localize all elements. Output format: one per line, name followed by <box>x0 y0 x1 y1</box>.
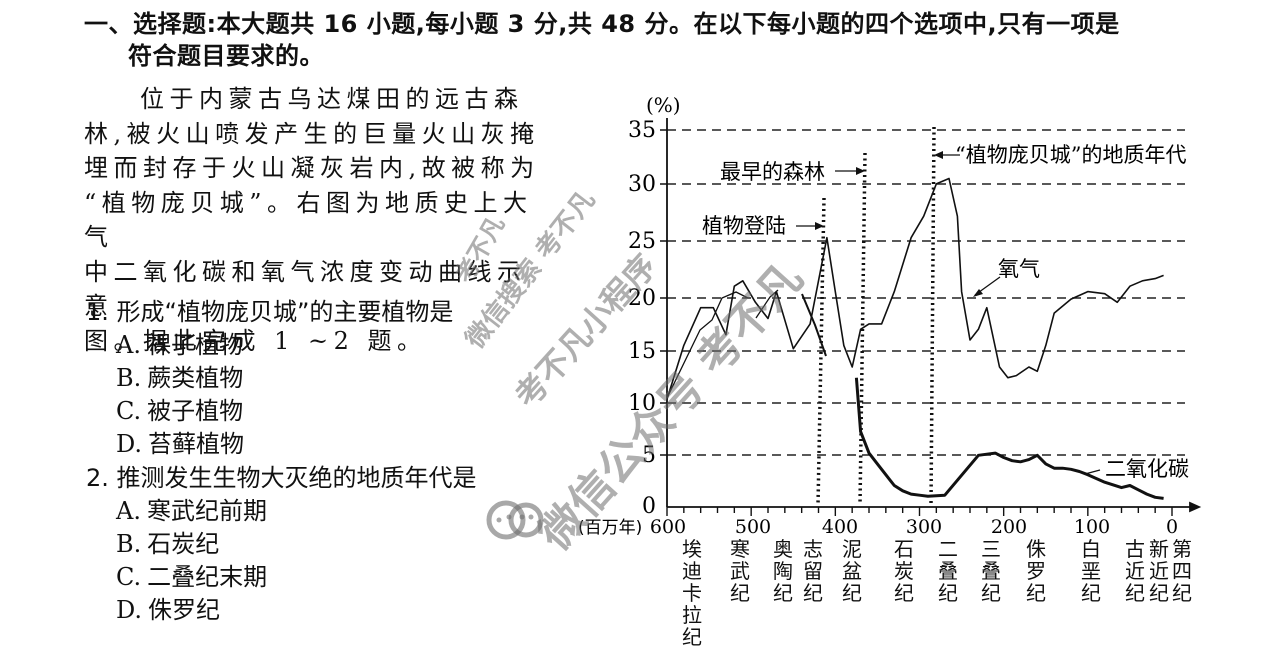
period-label: 新近纪 <box>1149 537 1169 605</box>
period-label: 埃迪卡拉纪 <box>682 537 702 649</box>
question-stem: 2. 推测发生生物大灭绝的地质年代是 <box>86 464 477 492</box>
period-label: 侏罗纪 <box>1026 537 1046 605</box>
passage-line: “植物庞贝城”。右图为地质史上大气 <box>84 188 533 252</box>
section-heading-line1: 一、选择题:本大题共 16 小题,每小题 3 分,共 48 分。在以下每小题的四… <box>84 10 1120 38</box>
section-heading-line2: 符合题目要求的。 <box>128 42 324 70</box>
period-jurassic: 侏罗纪 <box>1025 538 1047 604</box>
period-label: 志留纪 <box>803 537 823 605</box>
option-c[interactable]: C. 被子植物 <box>86 395 453 428</box>
x-tick-label: 300 <box>906 516 942 538</box>
period-label: 古近纪 <box>1125 537 1145 605</box>
oxygen-label: 氧气 <box>998 257 1040 281</box>
option-text: 蕨类植物 <box>147 364 244 392</box>
y-tick-label: 0 <box>642 494 656 519</box>
y-tick-label: 5 <box>642 443 656 468</box>
period-paleogene: 古近纪 <box>1124 538 1146 604</box>
period-quaternary: 第四纪 <box>1171 538 1193 604</box>
gridlines <box>667 129 1185 456</box>
y-tick-label: 15 <box>628 339 656 364</box>
reading-passage: 位于内蒙古乌达煤田的远古森 林,被火山喷发产生的巨量火山灰掩 埋而封存于火山凝灰… <box>84 82 554 358</box>
y-tick-label: 20 <box>628 286 656 311</box>
option-key: A. <box>116 497 141 525</box>
question-2: 2. 推测发生生物大灭绝的地质年代是 A. 寒武纪前期 B. 石炭纪 C. 二叠纪末期… <box>86 462 477 627</box>
period-label: 二叠纪 <box>938 537 958 605</box>
x-tick-labels: 600 500 400 300 200 100 0 <box>650 516 1178 538</box>
passage-line: 林,被火山喷发产生的巨量火山灰掩 <box>84 119 540 148</box>
option-text: 二叠纪末期 <box>147 563 268 591</box>
x-tick-label: 200 <box>991 516 1027 538</box>
period-carboniferous: 石炭纪 <box>893 538 915 604</box>
option-d[interactable]: D. 侏罗纪 <box>86 594 477 627</box>
x-unit-label: (百万年) <box>578 518 642 538</box>
period-ordovician: 奥陶纪 <box>772 538 794 604</box>
y-tick-labels: 0 5 10 15 20 25 30 35 <box>628 118 656 519</box>
event-line-first-forest <box>858 152 867 506</box>
passage-line: 图。据此完成 1 ~2 题。 <box>84 326 427 355</box>
option-text: 裸子植物 <box>146 331 243 359</box>
period-label: 白垩纪 <box>1081 537 1101 605</box>
option-key: B. <box>116 364 142 392</box>
option-key: D. <box>116 430 143 458</box>
x-ticks <box>666 507 1173 516</box>
oxygen-curve <box>666 177 1164 400</box>
x-tick-label: 0 <box>1166 516 1178 538</box>
option-b[interactable]: B. 蕨类植物 <box>86 362 453 395</box>
period-label: 泥盆纪 <box>842 537 862 605</box>
option-key: D. <box>116 596 143 624</box>
period-silurian: 志留纪 <box>802 538 824 604</box>
event-lines <box>816 126 936 506</box>
x-tick-label: 400 <box>822 516 858 538</box>
option-key: B. <box>116 530 142 558</box>
y-tick-label: 30 <box>628 172 656 197</box>
y-tick-label: 25 <box>628 229 656 254</box>
option-a[interactable]: A. 裸子植物 <box>86 329 453 362</box>
period-neogene: 新近纪 <box>1148 538 1170 604</box>
period-label: 寒武纪 <box>730 537 750 605</box>
period-permian: 二叠纪 <box>937 538 959 604</box>
period-triassic: 三叠纪 <box>980 538 1002 604</box>
y-tick-label: 10 <box>628 391 656 416</box>
question-1: 1. 形成“植物庞贝城”的主要植物是 A. 裸子植物 B. 蕨类植物 C. 被子植物 … <box>86 296 453 461</box>
period-devonian: 泥盆纪 <box>841 538 863 604</box>
wechat-logo-icon <box>486 500 544 540</box>
annotation-plant-landing: 植物登陆 <box>702 214 786 238</box>
option-key: A. <box>116 331 141 359</box>
option-text: 寒武纪前期 <box>146 497 267 525</box>
axes <box>666 118 1202 513</box>
option-text: 侏罗纪 <box>148 596 221 624</box>
question-stem: 1. 形成“植物庞贝城”的主要植物是 <box>86 298 454 326</box>
option-text: 石炭纪 <box>147 530 220 558</box>
annotations: 植物登陆 最早的森林 “植物庞贝城”的地质年代 氧气 二氧化碳 <box>702 143 1189 481</box>
option-d[interactable]: D. 苔藓植物 <box>86 428 453 461</box>
period-label: 石炭纪 <box>894 537 914 605</box>
passage-line: 位于内蒙古乌达煤田的远古森 <box>140 85 524 113</box>
co2-curve <box>854 377 1164 500</box>
option-a[interactable]: A. 寒武纪前期 <box>86 495 477 528</box>
option-c[interactable]: C. 二叠纪末期 <box>86 561 477 594</box>
passage-line: 中二氧化碳和氧气浓度变动曲线示意 <box>84 257 527 321</box>
watermark: 微信公众号 考不凡 <box>529 252 814 561</box>
x-tick-label: 600 <box>650 516 686 538</box>
option-text: 被子植物 <box>147 397 244 425</box>
option-b[interactable]: B. 石炭纪 <box>86 528 477 561</box>
annotation-plant-pompeii: “植物庞贝城”的地质年代 <box>955 143 1186 167</box>
option-key: C. <box>116 397 142 425</box>
x-tick-label: 500 <box>735 516 771 538</box>
option-key: C. <box>116 563 142 591</box>
passage-line: 埋而封存于火山凝灰岩内,故被称为 <box>84 154 540 182</box>
event-line-plant-pompeii <box>929 126 936 506</box>
event-line-plant-landing <box>816 197 826 506</box>
period-cambrian: 寒武纪 <box>729 538 751 604</box>
annotation-first-forest: 最早的森林 <box>720 160 825 184</box>
y-unit-label: (%) <box>646 93 681 117</box>
x-tick-label: 100 <box>1074 516 1110 538</box>
period-label: 第四纪 <box>1172 537 1192 605</box>
option-text: 苔藓植物 <box>148 430 245 458</box>
period-label: 奥陶纪 <box>773 537 793 605</box>
period-cretaceous: 白垩纪 <box>1080 538 1102 604</box>
y-tick-label: 35 <box>628 118 656 143</box>
period-label: 三叠纪 <box>981 537 1001 605</box>
co2-label: 二氧化碳 <box>1105 457 1189 481</box>
section-heading: 一、选择题:本大题共 16 小题,每小题 3 分,共 48 分。在以下每小题的四… <box>84 8 1120 72</box>
